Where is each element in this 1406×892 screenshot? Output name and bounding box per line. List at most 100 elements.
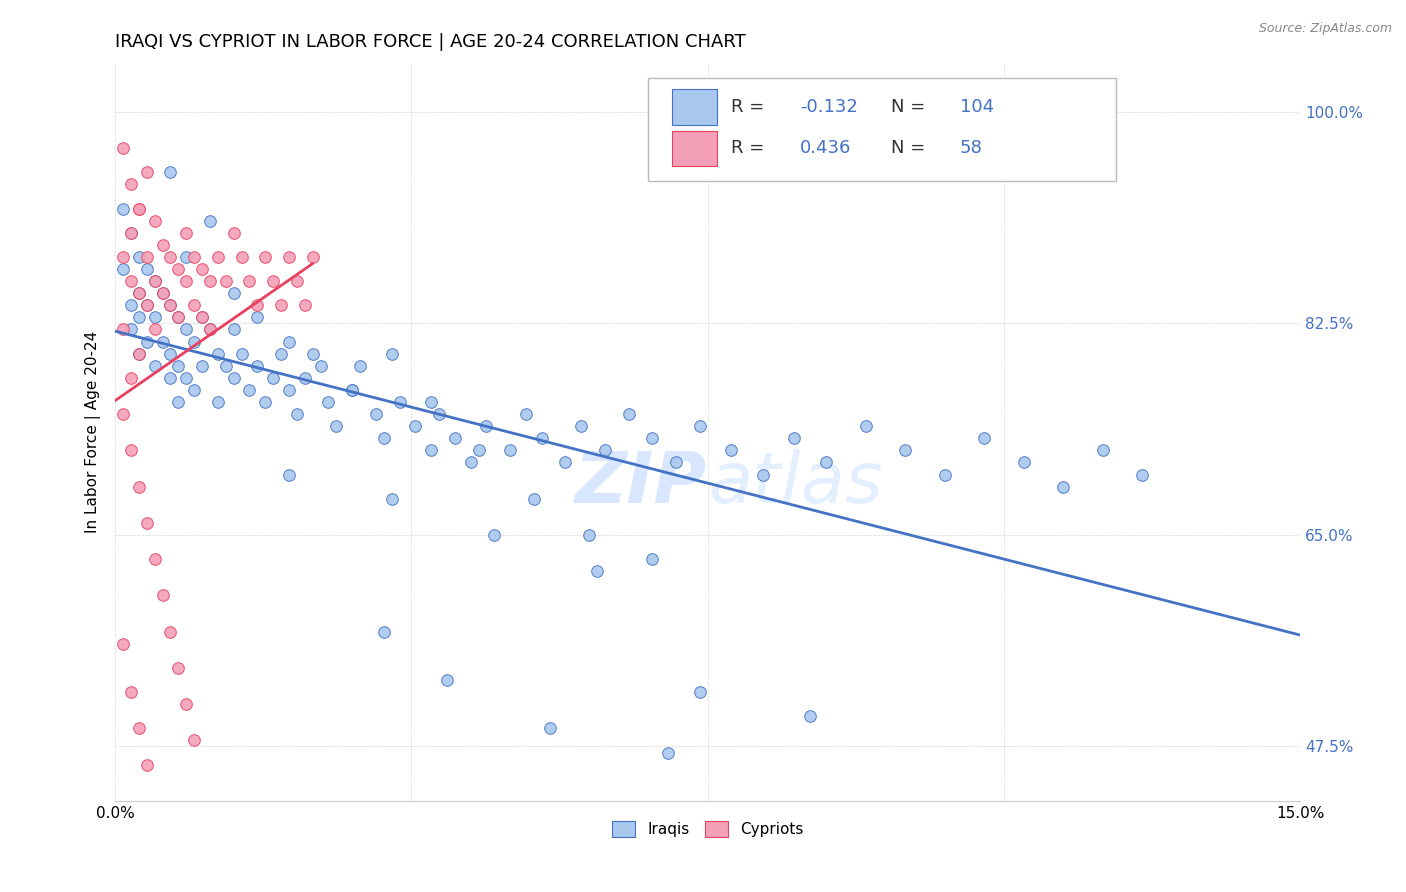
Point [1052, 480, 1074, 494]
FancyBboxPatch shape [648, 78, 1116, 181]
FancyBboxPatch shape [672, 89, 717, 125]
Y-axis label: In Labor Force | Age 20-24: In Labor Force | Age 20-24 [86, 331, 101, 533]
Point [578, 528, 600, 542]
Text: R =: R = [731, 139, 770, 157]
Point [120, 685, 142, 699]
Point [167, 359, 190, 373]
Point [752, 467, 775, 482]
Point [815, 455, 838, 469]
Point [404, 419, 426, 434]
Point [143, 274, 166, 288]
Point [285, 274, 308, 288]
Point [152, 286, 174, 301]
Point [325, 419, 347, 434]
Point [135, 516, 157, 530]
Text: 104: 104 [960, 98, 994, 116]
Point [294, 371, 316, 385]
Point [1130, 467, 1153, 482]
Point [183, 383, 205, 397]
Point [436, 673, 458, 687]
Point [120, 178, 142, 192]
Text: ZIP: ZIP [575, 450, 707, 518]
Point [183, 298, 205, 312]
Point [128, 202, 150, 216]
Point [215, 359, 238, 373]
Point [135, 165, 157, 179]
Point [128, 202, 150, 216]
Point [112, 141, 135, 155]
Point [262, 274, 284, 288]
Point [120, 226, 142, 240]
Point [112, 250, 135, 264]
Point [364, 407, 387, 421]
Point [246, 310, 269, 325]
Point [231, 250, 253, 264]
Point [499, 443, 522, 458]
Point [427, 407, 450, 421]
Point [183, 733, 205, 747]
Point [128, 346, 150, 360]
Point [135, 298, 157, 312]
Point [1012, 455, 1035, 469]
Point [460, 455, 482, 469]
Point [641, 552, 664, 566]
Point [198, 322, 221, 336]
Point [270, 298, 292, 312]
Point [254, 395, 277, 409]
Point [285, 407, 308, 421]
Text: -0.132: -0.132 [800, 98, 858, 116]
Point [586, 564, 609, 578]
Point [135, 757, 157, 772]
Point [855, 419, 877, 434]
Point [569, 419, 592, 434]
Point [135, 250, 157, 264]
Text: N =: N = [891, 98, 931, 116]
Point [515, 407, 537, 421]
Point [222, 226, 245, 240]
Point [207, 250, 229, 264]
Point [167, 310, 190, 325]
Point [112, 637, 135, 651]
Point [231, 346, 253, 360]
Point [278, 383, 301, 397]
Point [174, 697, 197, 711]
Point [475, 419, 498, 434]
Point [128, 250, 150, 264]
Point [420, 395, 443, 409]
Point [207, 395, 229, 409]
Point [183, 334, 205, 349]
Point [523, 491, 546, 506]
Point [159, 624, 181, 639]
Point [135, 334, 157, 349]
Point [538, 722, 561, 736]
Point [246, 298, 269, 312]
FancyBboxPatch shape [672, 130, 717, 166]
Point [894, 443, 917, 458]
Point [112, 322, 135, 336]
Point [593, 443, 616, 458]
Point [128, 286, 150, 301]
Point [174, 226, 197, 240]
Point [174, 322, 197, 336]
Point [294, 298, 316, 312]
Point [143, 213, 166, 227]
Point [420, 443, 443, 458]
Point [262, 371, 284, 385]
Point [689, 419, 711, 434]
Point [198, 322, 221, 336]
Point [152, 237, 174, 252]
Point [120, 443, 142, 458]
Point [443, 431, 465, 445]
Point [530, 431, 553, 445]
Point [388, 395, 411, 409]
Point [120, 298, 142, 312]
Point [191, 359, 214, 373]
Point [167, 395, 190, 409]
Point [689, 685, 711, 699]
Point [167, 661, 190, 675]
Point [222, 371, 245, 385]
Point [720, 443, 742, 458]
Point [143, 322, 166, 336]
Point [207, 346, 229, 360]
Legend: Iraqis, Cypriots: Iraqis, Cypriots [605, 814, 811, 845]
